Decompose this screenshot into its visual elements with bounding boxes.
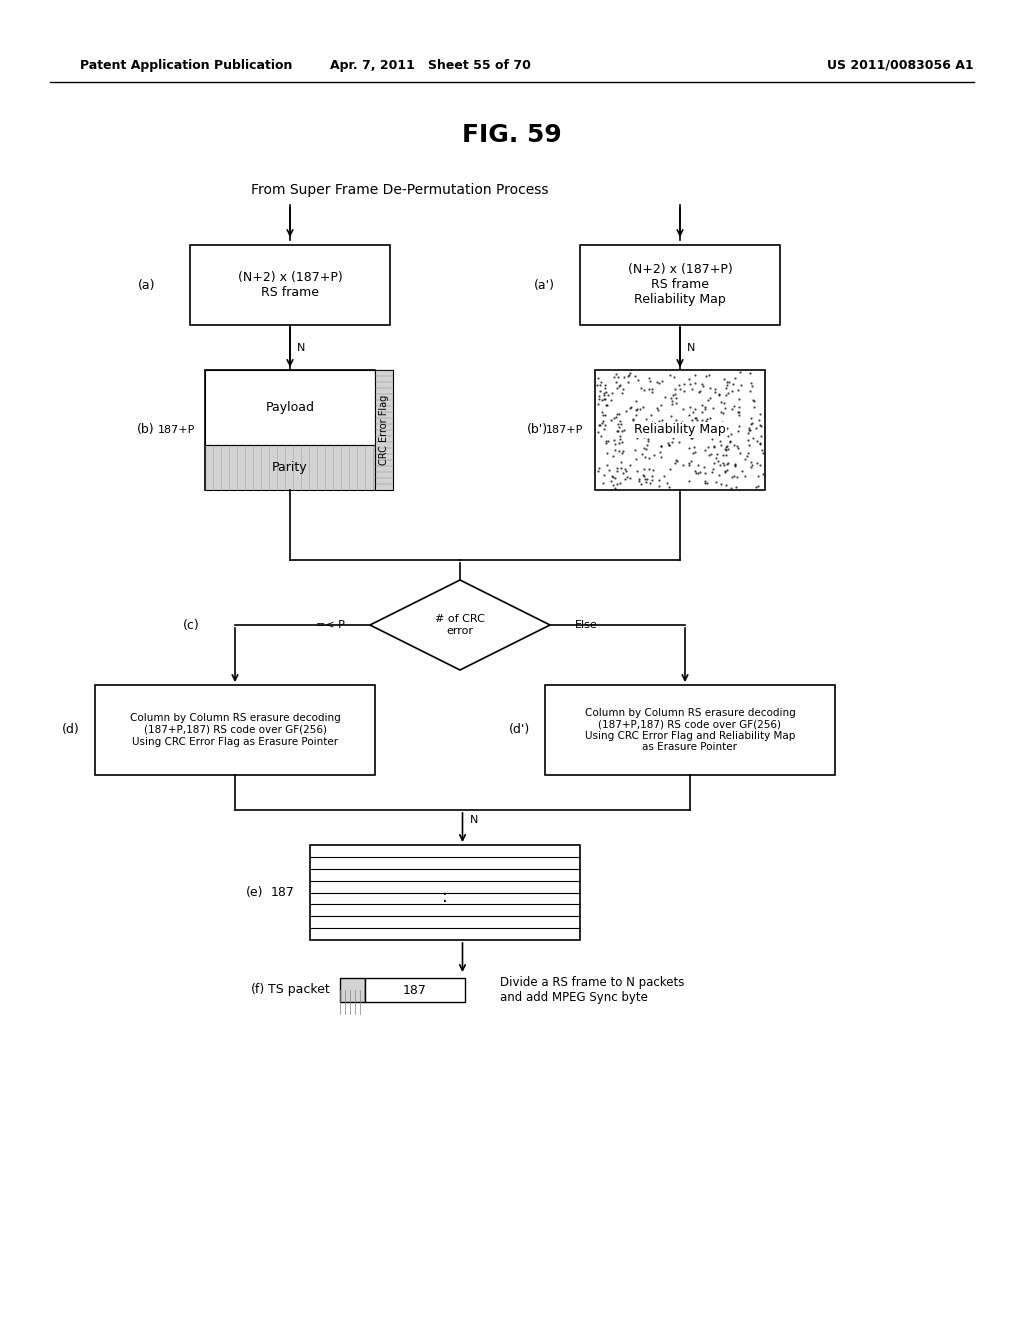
Text: 187+P: 187+P bbox=[158, 425, 195, 436]
Bar bbox=[340, 978, 365, 1002]
Text: Reliability Map: Reliability Map bbox=[634, 424, 726, 437]
Bar bbox=[595, 370, 765, 490]
Bar bbox=[580, 246, 780, 325]
Text: Else: Else bbox=[575, 620, 598, 630]
Text: (a'): (a') bbox=[534, 279, 555, 292]
Bar bbox=[312, 846, 578, 857]
Text: US 2011/0083056 A1: US 2011/0083056 A1 bbox=[826, 58, 974, 71]
Text: (d): (d) bbox=[62, 723, 80, 737]
Bar bbox=[312, 870, 578, 880]
Text: (f): (f) bbox=[251, 983, 265, 997]
Bar bbox=[95, 685, 375, 775]
Text: (c): (c) bbox=[183, 619, 200, 631]
Text: N: N bbox=[469, 814, 478, 825]
Text: (N+2) x (187+P)
RS frame: (N+2) x (187+P) RS frame bbox=[238, 271, 342, 300]
Bar bbox=[312, 917, 578, 928]
Bar bbox=[375, 370, 393, 490]
Text: Divide a RS frame to N packets
and add MPEG Sync byte: Divide a RS frame to N packets and add M… bbox=[500, 975, 684, 1005]
Text: From Super Frame De-Permutation Process: From Super Frame De-Permutation Process bbox=[251, 183, 549, 197]
Text: (b'): (b') bbox=[527, 424, 548, 437]
Bar bbox=[205, 370, 375, 445]
Text: 187+P: 187+P bbox=[546, 425, 583, 436]
Text: N: N bbox=[297, 343, 305, 352]
Bar bbox=[365, 978, 465, 1002]
Text: (b): (b) bbox=[137, 424, 155, 437]
Bar bbox=[205, 445, 375, 490]
Text: (a): (a) bbox=[137, 279, 155, 292]
Text: N: N bbox=[687, 343, 695, 352]
Text: 187: 187 bbox=[403, 983, 427, 997]
Text: (N+2) x (187+P)
RS frame
Reliability Map: (N+2) x (187+P) RS frame Reliability Map bbox=[628, 264, 732, 306]
Text: Column by Column RS erasure decoding
(187+P,187) RS code over GF(256)
Using CRC : Column by Column RS erasure decoding (18… bbox=[130, 713, 340, 747]
Bar bbox=[545, 685, 835, 775]
Text: # of CRC
error: # of CRC error bbox=[435, 614, 485, 636]
Polygon shape bbox=[370, 579, 550, 671]
Text: Payload: Payload bbox=[265, 401, 314, 414]
Text: (e): (e) bbox=[246, 886, 263, 899]
Text: CRC Error Flag: CRC Error Flag bbox=[379, 395, 389, 465]
Bar bbox=[312, 894, 578, 904]
Text: :: : bbox=[442, 888, 447, 907]
Text: Apr. 7, 2011   Sheet 55 of 70: Apr. 7, 2011 Sheet 55 of 70 bbox=[330, 58, 530, 71]
Text: FIG. 59: FIG. 59 bbox=[462, 123, 562, 147]
Text: TS packet: TS packet bbox=[268, 983, 330, 997]
Text: Column by Column RS erasure decoding
(187+P,187) RS code over GF(256)
Using CRC : Column by Column RS erasure decoding (18… bbox=[585, 708, 796, 752]
Text: (d'): (d') bbox=[509, 723, 530, 737]
Bar bbox=[310, 845, 580, 940]
Bar bbox=[205, 370, 375, 490]
Bar bbox=[190, 246, 390, 325]
Text: =< P: =< P bbox=[316, 620, 345, 630]
Text: 187: 187 bbox=[271, 886, 295, 899]
Text: Parity: Parity bbox=[272, 461, 308, 474]
Text: Patent Application Publication: Patent Application Publication bbox=[80, 58, 293, 71]
